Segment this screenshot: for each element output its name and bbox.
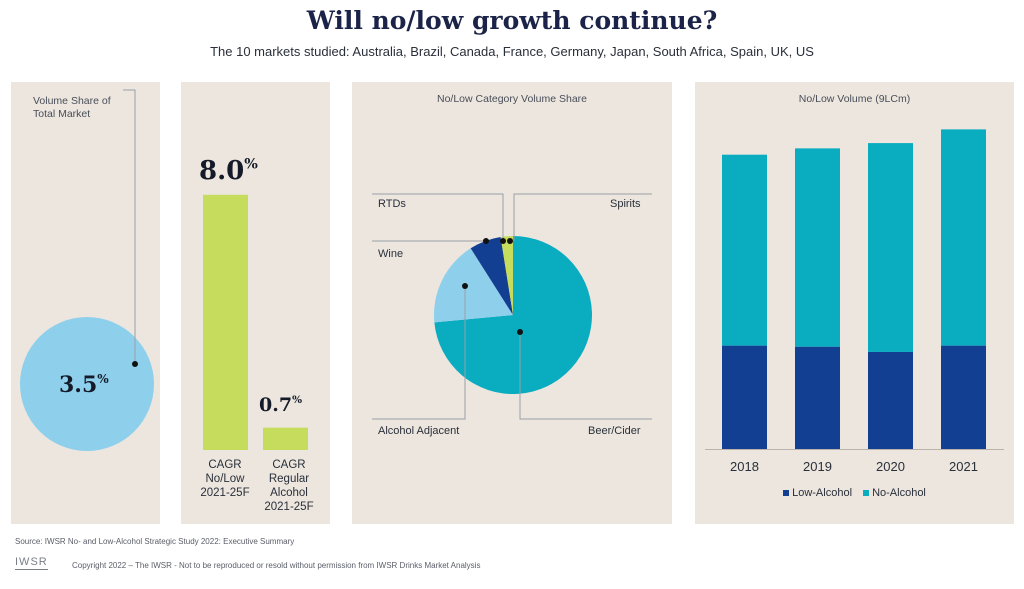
rtds-dot (500, 238, 506, 244)
x-tick-2020: 2020 (876, 459, 905, 474)
pie-label-wine: Wine (378, 248, 404, 260)
bar-2021-low-alcohol (941, 345, 986, 449)
bar-2018-low-alcohol (722, 345, 767, 449)
cagr-bar-2 (263, 427, 308, 450)
pie-label-beer-cider: Beer/Cider (588, 425, 641, 437)
cagr-bar-1 (203, 194, 248, 450)
volume-share-value: 3.5% (59, 372, 109, 399)
volume-share-graphic (20, 89, 154, 451)
cagr-value-label-2: 0.7% (259, 394, 302, 416)
beer-cider-dot (517, 329, 523, 335)
source-note: Source: IWSR No- and Low-Alcohol Strateg… (15, 537, 295, 546)
copyright-note: Copyright 2022 – The IWSR - Not to be re… (72, 561, 481, 570)
cagr-panel: 8.0% 0.7% CAGR No/Low 2021-25F CAGR Regu… (181, 82, 330, 524)
pie-label-spirits: Spirits (610, 198, 641, 210)
volume-share-leader-line (123, 89, 136, 364)
page-subtitle: The 10 markets studied: Australia, Brazi… (210, 44, 814, 59)
volume-chart-title: No/Low Volume (9LCm) (798, 93, 911, 105)
volume-share-dot (132, 361, 138, 367)
bar-2019-low-alcohol (795, 346, 840, 449)
x-tick-2021: 2021 (949, 459, 978, 474)
cagr-category-label-1: CAGR No/Low 2021-25F (200, 459, 250, 499)
bar-2020-low-alcohol (868, 351, 913, 449)
x-tick-2018: 2018 (730, 459, 759, 474)
volume-panel: No/Low Volume (9LCm) 2018 2019 2020 2021 Lo… (695, 82, 1014, 524)
volume-share-circle (20, 317, 154, 451)
legend-item-no-alcohol: No-Alcohol (863, 487, 926, 499)
beer-cider-leader-line (519, 332, 652, 420)
volume-legend: Low-Alcohol No-Alcohol (695, 487, 1014, 499)
bar-2018-no-alcohol (722, 154, 767, 346)
bar-2020-no-alcohol (868, 143, 913, 352)
page-title: Will no/low growth continue? (306, 6, 718, 35)
x-tick-2019: 2019 (803, 459, 832, 474)
pie-leader-lines (372, 193, 652, 420)
iwsr-logo: IWSR (15, 556, 48, 570)
pie-title: No/Low Category Volume Share (437, 93, 587, 105)
no-alcohol-swatch (863, 490, 870, 497)
alcohol-adjacent-dot (462, 283, 468, 289)
pie-slice-spirits (500, 236, 513, 315)
pie-slice-beer-cider (434, 236, 592, 394)
legend-item-low-alcohol: Low-Alcohol (783, 487, 852, 499)
cagr-category-label-2: CAGR Regular Alcohol 2021-25F (264, 459, 314, 513)
spirits-dot (507, 238, 513, 244)
low-alcohol-swatch (783, 490, 790, 497)
volume-share-panel: Volume Share of Total Market 3.5% (11, 82, 160, 524)
pie-slice-wine (434, 248, 513, 323)
wine-dot (483, 238, 489, 244)
pie-label-alcohol-adjacent: Alcohol Adjacent (378, 425, 460, 437)
volume-chart: 2018 2019 2020 2021 (705, 129, 1004, 474)
volume-share-label: Volume Share of Total Market (33, 95, 111, 120)
rtds-leader-line (372, 193, 504, 241)
bar-2021-no-alcohol (941, 129, 986, 346)
spirits-leader-line (513, 193, 652, 241)
pie-chart (372, 193, 652, 420)
cagr-chart (203, 194, 308, 450)
alcohol-adjacent-leader-line (372, 286, 466, 420)
category-share-panel: No/Low Category Volume Share RTDs Spirit… (352, 82, 672, 524)
pie-label-rtds: RTDs (378, 198, 406, 210)
pie-slice-rtds (470, 236, 513, 315)
bar-2019-no-alcohol (795, 148, 840, 347)
cagr-value-label-1: 8.0% (199, 156, 258, 186)
